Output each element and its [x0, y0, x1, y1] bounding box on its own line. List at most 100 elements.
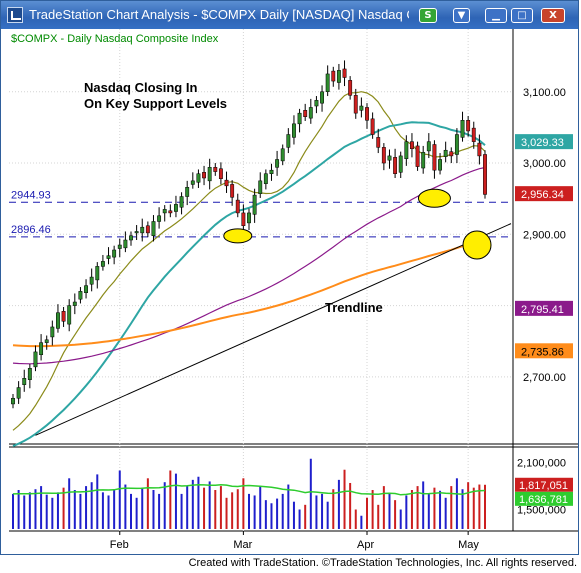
candle-body [342, 68, 347, 78]
dropdown-button[interactable]: ▼ [453, 8, 470, 23]
annotation-marks [223, 188, 492, 260]
volume-bars [12, 458, 486, 529]
ma-long-line [12, 166, 486, 365]
candle-body [56, 312, 60, 329]
time-tick-label: Feb [110, 539, 129, 551]
candle-body [134, 231, 139, 234]
candle-body [398, 155, 403, 173]
candle-body [61, 311, 66, 322]
price-tags: 3,029.33 2,956.34 2,795.41 2,735.86 [515, 134, 573, 359]
price-tag-label: 2,735.86 [521, 346, 564, 358]
support-level-labels: 2944.93 2896.46 [11, 189, 51, 236]
candle-body [11, 397, 15, 405]
maximize-button[interactable]: □ [511, 8, 533, 23]
price-tick-label: 3,100.00 [523, 87, 566, 99]
candle-body [67, 305, 72, 325]
annotation-line-1: Nasdaq Closing In [84, 80, 197, 95]
candle-body [157, 215, 162, 222]
trendline-touch-marker [462, 230, 492, 260]
candle-body [129, 235, 133, 241]
candle-body [269, 169, 274, 174]
candle-body [168, 210, 173, 214]
time-tick-label: Apr [357, 539, 374, 551]
volume-tag-label: 1,636,781 [519, 494, 568, 506]
candle-body [179, 196, 184, 208]
candle-body [460, 120, 465, 138]
candle-body [27, 368, 32, 380]
candle-body [252, 194, 257, 215]
ma-200-line [12, 238, 486, 348]
candle-body [213, 167, 218, 172]
volume-average-line [12, 483, 486, 496]
candle-body [140, 226, 145, 234]
candle-body [258, 180, 263, 194]
candle-body [44, 339, 49, 343]
price-tag-box [515, 300, 573, 316]
candle-body [241, 212, 246, 227]
candle-body [196, 173, 201, 183]
candle-body [89, 276, 94, 285]
candle-body [202, 172, 206, 179]
candle-body [393, 157, 398, 174]
candle-body [22, 378, 27, 385]
candle-body [50, 326, 55, 338]
candle-body [421, 152, 426, 169]
volume-axis-labels: 2,100,000 1,500,000 [517, 458, 566, 517]
price-tag-label: 2,956.34 [521, 189, 564, 201]
candle-body [370, 118, 375, 135]
candle-body [162, 209, 167, 214]
price-axis-labels: 3,100.00 3,000.00 2,900.00 2,700.00 [523, 87, 566, 384]
candle-body [404, 141, 409, 160]
candle-body [466, 120, 471, 132]
candlesticks [11, 60, 487, 409]
candle-body [78, 291, 83, 300]
time-tick-label: May [458, 539, 479, 551]
price-tag-box [515, 186, 573, 202]
candle-body [224, 179, 229, 187]
symbol-link-button[interactable]: S [419, 8, 437, 23]
candle-body [190, 180, 195, 185]
chart-annotation: Nasdaq Closing In On Key Support Levels [84, 80, 227, 111]
minimize-button[interactable]: ▁ [485, 8, 507, 23]
volume-tag-box [515, 491, 573, 506]
candle-body [145, 225, 150, 234]
price-tag-label: 2,795.41 [521, 304, 564, 316]
candle-body [117, 244, 122, 249]
candle-body [286, 134, 291, 148]
candle-body [292, 123, 296, 138]
candle-body [449, 151, 454, 157]
volume-tick-label: 2,100,000 [517, 458, 566, 470]
support-touch-marker [417, 188, 451, 208]
candle-body [151, 221, 156, 236]
candle-body [33, 351, 38, 368]
candle-body [280, 148, 285, 162]
candle-body [477, 142, 482, 157]
candle-body [381, 147, 386, 164]
price-tag-box [515, 134, 573, 150]
candle-body [275, 159, 280, 168]
candle-body [207, 167, 212, 182]
time-axis-labels: Feb Mar Apr May [110, 531, 479, 551]
window-title: TradeStation Chart Analysis - $COMPX Dai… [29, 7, 409, 22]
candle-body [247, 212, 251, 224]
chart-window: TradeStation Chart Analysis - $COMPX Dai… [0, 0, 579, 555]
title-bar[interactable]: TradeStation Chart Analysis - $COMPX Dai… [1, 1, 578, 29]
candle-body [454, 134, 459, 155]
candle-body [483, 154, 487, 195]
price-tick-label: 3,000.00 [523, 158, 566, 170]
candle-body [443, 149, 448, 157]
support-level-label: 2896.46 [11, 224, 51, 236]
volume-tags: 1,817,051 1,636,781 [515, 477, 573, 506]
candle-body [426, 141, 431, 152]
candle-body [84, 285, 88, 294]
candle-body [415, 145, 420, 167]
candle-body [348, 80, 353, 96]
tradestation-app-icon [7, 7, 23, 23]
ma-25-line [12, 121, 486, 448]
candle-body [39, 342, 44, 356]
candle-body [174, 204, 178, 212]
candle-body [353, 95, 358, 114]
price-chart[interactable]: $COMPX - Daily Nasdaq Composite Index Na… [1, 29, 578, 553]
close-button[interactable]: X [541, 8, 565, 23]
candle-body [314, 100, 319, 107]
